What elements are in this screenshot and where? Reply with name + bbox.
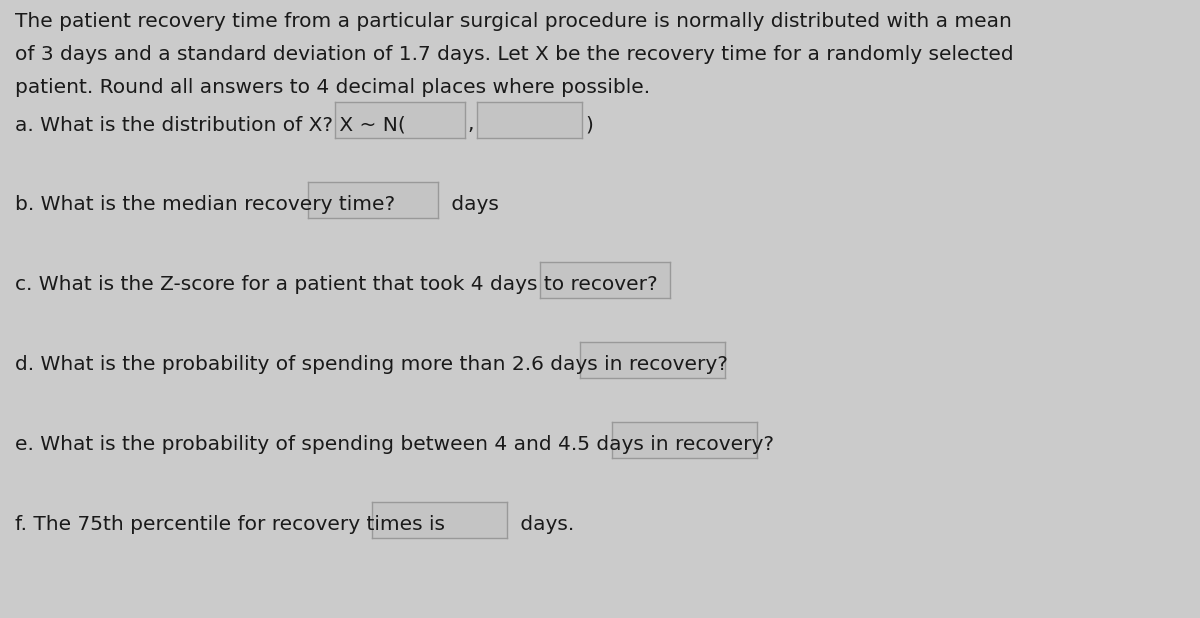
Text: b. What is the median recovery time?: b. What is the median recovery time? [14,195,395,214]
Text: a. What is the distribution of X? X ~ N(: a. What is the distribution of X? X ~ N( [14,115,406,134]
Text: of 3 days and a standard deviation of 1.7 days. Let X be the recovery time for a: of 3 days and a standard deviation of 1.… [14,45,1014,64]
Text: e. What is the probability of spending between 4 and 4.5 days in recovery?: e. What is the probability of spending b… [14,435,774,454]
Text: ,: , [467,115,474,134]
Text: d. What is the probability of spending more than 2.6 days in recovery?: d. What is the probability of spending m… [14,355,728,374]
Text: f. The 75th percentile for recovery times is: f. The 75th percentile for recovery time… [14,515,445,534]
Text: days.: days. [514,515,575,534]
Text: ): ) [586,115,593,134]
Text: c. What is the Z-score for a patient that took 4 days to recover?: c. What is the Z-score for a patient tha… [14,275,658,294]
Text: patient. Round all answers to 4 decimal places where possible.: patient. Round all answers to 4 decimal … [14,78,650,97]
Text: days: days [445,195,499,214]
Text: The patient recovery time from a particular surgical procedure is normally distr: The patient recovery time from a particu… [14,12,1012,31]
